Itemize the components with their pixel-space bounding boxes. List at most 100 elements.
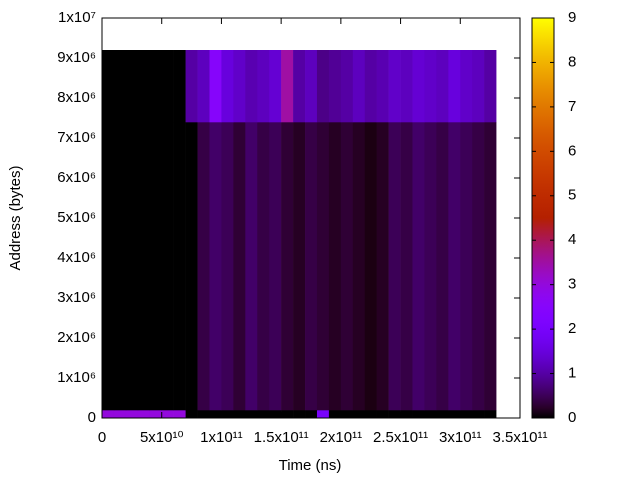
heatmap-cell	[185, 410, 198, 419]
heatmap-cell	[197, 122, 210, 411]
x-tick-label: 3.5x10¹¹	[492, 429, 547, 446]
heatmap-cell	[388, 410, 401, 419]
heatmap-cell	[113, 410, 127, 419]
heatmap-cell	[245, 122, 258, 411]
y-tick-label: 3x10⁶	[57, 289, 96, 306]
heatmap-cell	[436, 410, 449, 419]
heatmap-cell	[412, 410, 425, 419]
heatmap-cell	[149, 410, 163, 419]
heatmap-cell	[484, 50, 497, 123]
heatmap-cell	[257, 50, 270, 123]
y-tick-label: 7x10⁶	[57, 129, 96, 146]
heatmap-cell	[185, 122, 198, 411]
heatmap-cell	[137, 410, 151, 419]
heatmap-cell	[460, 410, 473, 419]
heatmap-cell	[412, 122, 425, 411]
x-tick-label: 5x10¹⁰	[140, 429, 184, 446]
heatmap-cell	[305, 410, 318, 419]
heatmap-cell	[125, 122, 139, 411]
heatmap-cell	[293, 410, 306, 419]
heatmap-cell	[484, 410, 497, 419]
heatmap-cell	[305, 122, 318, 411]
heatmap-cell	[209, 50, 222, 123]
y-tick-label: 1x10⁶	[57, 369, 96, 386]
heatmap-cell	[364, 122, 377, 411]
x-tick-label: 2.5x10¹¹	[373, 429, 428, 446]
heatmap-cell	[102, 50, 115, 123]
heatmap-cell	[400, 410, 413, 419]
heatmap-cell	[424, 122, 437, 411]
x-tick-label: 2x10¹¹	[320, 429, 363, 446]
heatmap-cell	[197, 410, 210, 419]
heatmap-cell	[376, 50, 389, 123]
y-tick-label: 8x10⁶	[57, 89, 96, 106]
y-tick-label: 0	[88, 409, 96, 426]
heatmap-cell	[173, 410, 186, 419]
heatmap-cell	[328, 50, 342, 123]
heatmap-cell	[245, 410, 258, 419]
colorbar	[531, 17, 555, 419]
heatmap-cell	[340, 410, 354, 419]
heatmap-cell	[460, 122, 473, 411]
heatmap-cell	[388, 50, 401, 123]
heatmap-cell	[328, 410, 342, 419]
heatmap-cell	[137, 50, 151, 123]
heatmap-cell	[113, 50, 127, 123]
heatmap-cell	[424, 410, 437, 419]
heatmap-cell	[388, 122, 401, 411]
x-tick-label: 0	[98, 429, 106, 446]
heatmap-cell	[149, 122, 163, 411]
colorbar-tick-label: 5	[568, 187, 576, 204]
heatmap-cell	[293, 50, 306, 123]
heatmap-cell	[221, 410, 234, 419]
heatmap-cell	[412, 50, 425, 123]
heatmap-cell	[149, 50, 163, 123]
heatmap-cell	[340, 50, 354, 123]
heatmap-cell	[340, 122, 354, 411]
heatmap-cell	[436, 122, 449, 411]
heatmap-cell	[161, 50, 174, 123]
colorbar-tick-label: 3	[568, 276, 576, 293]
heatmap-cell	[400, 50, 413, 123]
heatmap-cell	[364, 50, 377, 123]
heatmap-cell	[472, 50, 485, 123]
heatmap-cell	[245, 50, 258, 123]
heatmap-cell	[173, 122, 186, 411]
heatmap-cell	[102, 410, 115, 419]
heatmap-cell	[472, 410, 485, 419]
heatmap-cell	[257, 122, 270, 411]
heatmap-cell	[376, 410, 389, 419]
heatmap-cell	[448, 122, 461, 411]
colorbar-tick-label: 7	[568, 98, 576, 115]
heatmap-cell	[305, 50, 318, 123]
heatmap-cell	[376, 122, 389, 411]
heatmap-cell	[269, 122, 282, 411]
heatmap-cell	[161, 122, 174, 411]
heatmap-cell	[233, 50, 246, 123]
colorbar-tick-label: 6	[568, 142, 576, 159]
heatmap-cell	[448, 410, 461, 419]
y-tick-label: 1x10⁷	[58, 9, 96, 26]
y-tick-label: 9x10⁶	[57, 49, 96, 66]
heatmap-cell	[293, 122, 306, 411]
heatmap-cell	[484, 122, 497, 411]
heatmap-cell	[281, 410, 294, 419]
heatmap-cell	[209, 410, 222, 419]
heatmap-cell	[233, 122, 246, 411]
heatmap-cell	[113, 122, 127, 411]
colorbar-tick-label: 2	[568, 320, 576, 337]
heatmap-cell	[161, 410, 174, 419]
heatmap-cell	[233, 410, 246, 419]
heatmap-cell	[328, 122, 342, 411]
y-tick-label: 5x10⁶	[57, 209, 96, 226]
heatmap-cell	[257, 410, 270, 419]
heatmap-cell	[125, 410, 139, 419]
heatmap-cell	[281, 122, 294, 411]
heatmap-cell	[137, 122, 151, 411]
heatmap-cell	[102, 122, 115, 411]
x-tick-label: 1x10¹¹	[200, 429, 243, 446]
heatmap-cell	[316, 50, 330, 123]
x-axis-label: Time (ns)	[279, 457, 342, 474]
